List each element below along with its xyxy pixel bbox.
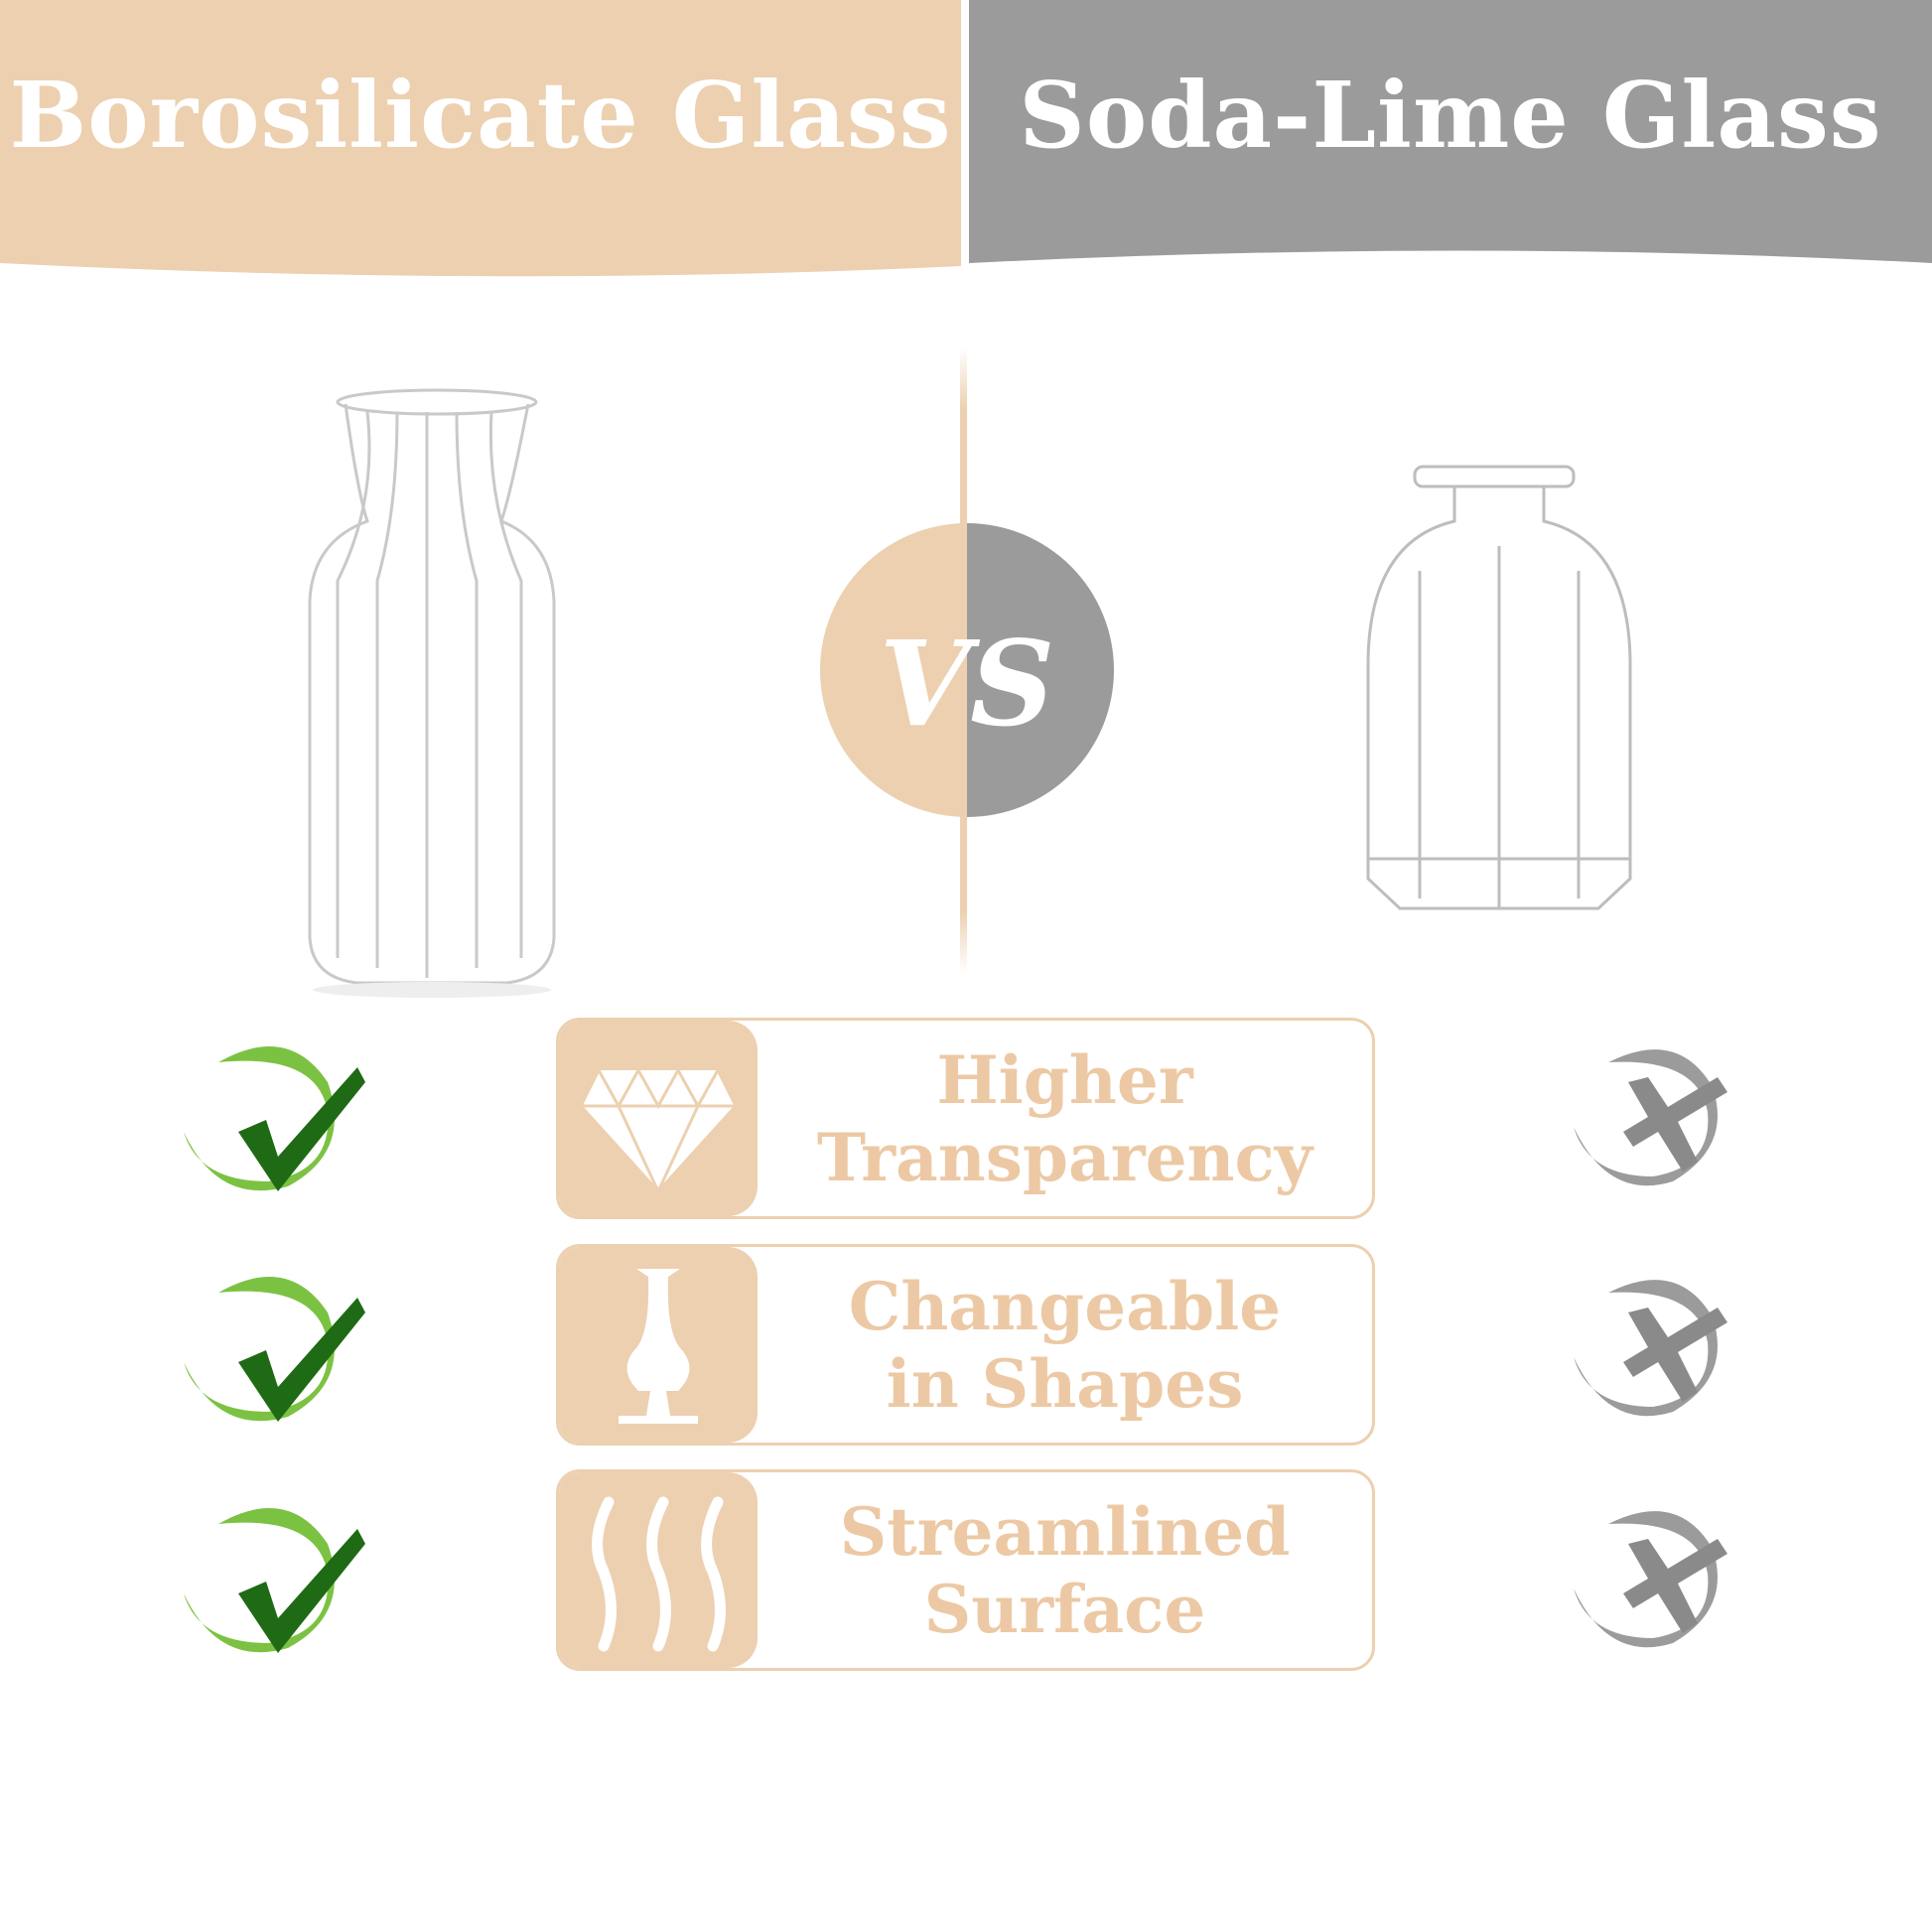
cross-icon: [1574, 1280, 1727, 1417]
soda-lime-bottle-image: [1366, 465, 1632, 910]
feature-changeable-shapes: Changeable in Shapes: [556, 1244, 1375, 1446]
check-icon: [184, 1277, 365, 1422]
header-right-bg: [969, 0, 1932, 263]
header-left-bg: [0, 0, 961, 277]
check-icon: [184, 1046, 365, 1191]
cross-icon: [1574, 1049, 1727, 1186]
feature-higher-transparency: Higher Transparency: [556, 1018, 1375, 1219]
vs-label: VS: [879, 615, 1055, 753]
vase-icon: [619, 1269, 698, 1424]
feature-line2: Surface: [923, 1570, 1206, 1648]
header-borosilicate: Borosilicate Glass: [0, 0, 961, 278]
feature-line1: Higher: [936, 1040, 1193, 1119]
diamond-icon: [579, 1066, 738, 1195]
feature-line2: Transparency: [816, 1118, 1313, 1196]
borosilicate-title: Borosilicate Glass: [9, 62, 952, 169]
header-soda-lime: Soda-Lime Glass: [969, 0, 1932, 278]
check-icon: [184, 1508, 365, 1653]
borosilicate-vase-image: [308, 388, 556, 998]
cross-icon: [1574, 1511, 1727, 1648]
feature-line1: Streamlined: [839, 1492, 1291, 1571]
feature-streamlined-surface: Streamlined Surface: [556, 1469, 1375, 1671]
feature-line2: in Shapes: [886, 1344, 1244, 1423]
feature-line1: Changeable: [848, 1267, 1282, 1345]
soda-lime-title: Soda-Lime Glass: [1019, 62, 1882, 169]
vs-badge: VS: [820, 523, 1114, 817]
waves-icon: [592, 1496, 726, 1652]
